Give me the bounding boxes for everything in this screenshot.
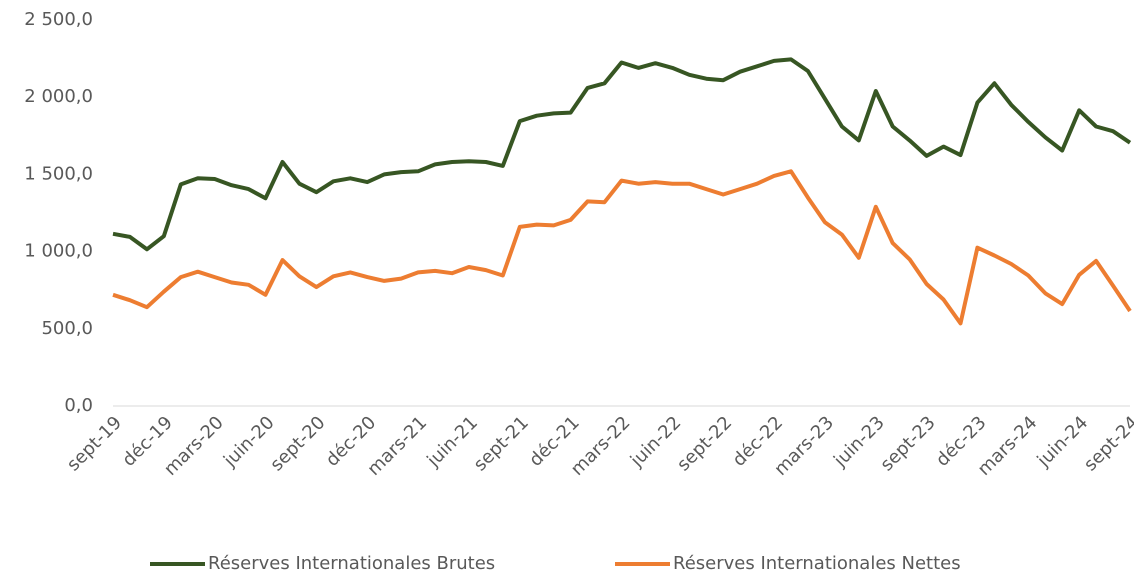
y-tick-label: 500,0 [41, 318, 93, 339]
x-tick-label: sept-22 [673, 412, 736, 475]
y-tick-label: 2 500,0 [24, 9, 93, 30]
x-tick-label: sept-20 [266, 412, 329, 475]
y-tick-label: 2 000,0 [24, 86, 93, 107]
legend-label: Réserves Internationales Nettes [673, 553, 961, 574]
x-tick-label: sept-24 [1080, 412, 1134, 475]
x-tick-label: sept-23 [876, 412, 939, 475]
series-line [112, 169, 1132, 326]
x-tick-label: sept-19 [63, 412, 126, 475]
x-tick-label: sept-21 [470, 412, 533, 475]
y-tick-label: 1 500,0 [24, 163, 93, 184]
legend-label: Réserves Internationales Brutes [208, 553, 495, 574]
series-line [112, 57, 1132, 252]
y-tick-label: 1 000,0 [24, 241, 93, 262]
y-tick-label: 0,0 [64, 395, 93, 416]
